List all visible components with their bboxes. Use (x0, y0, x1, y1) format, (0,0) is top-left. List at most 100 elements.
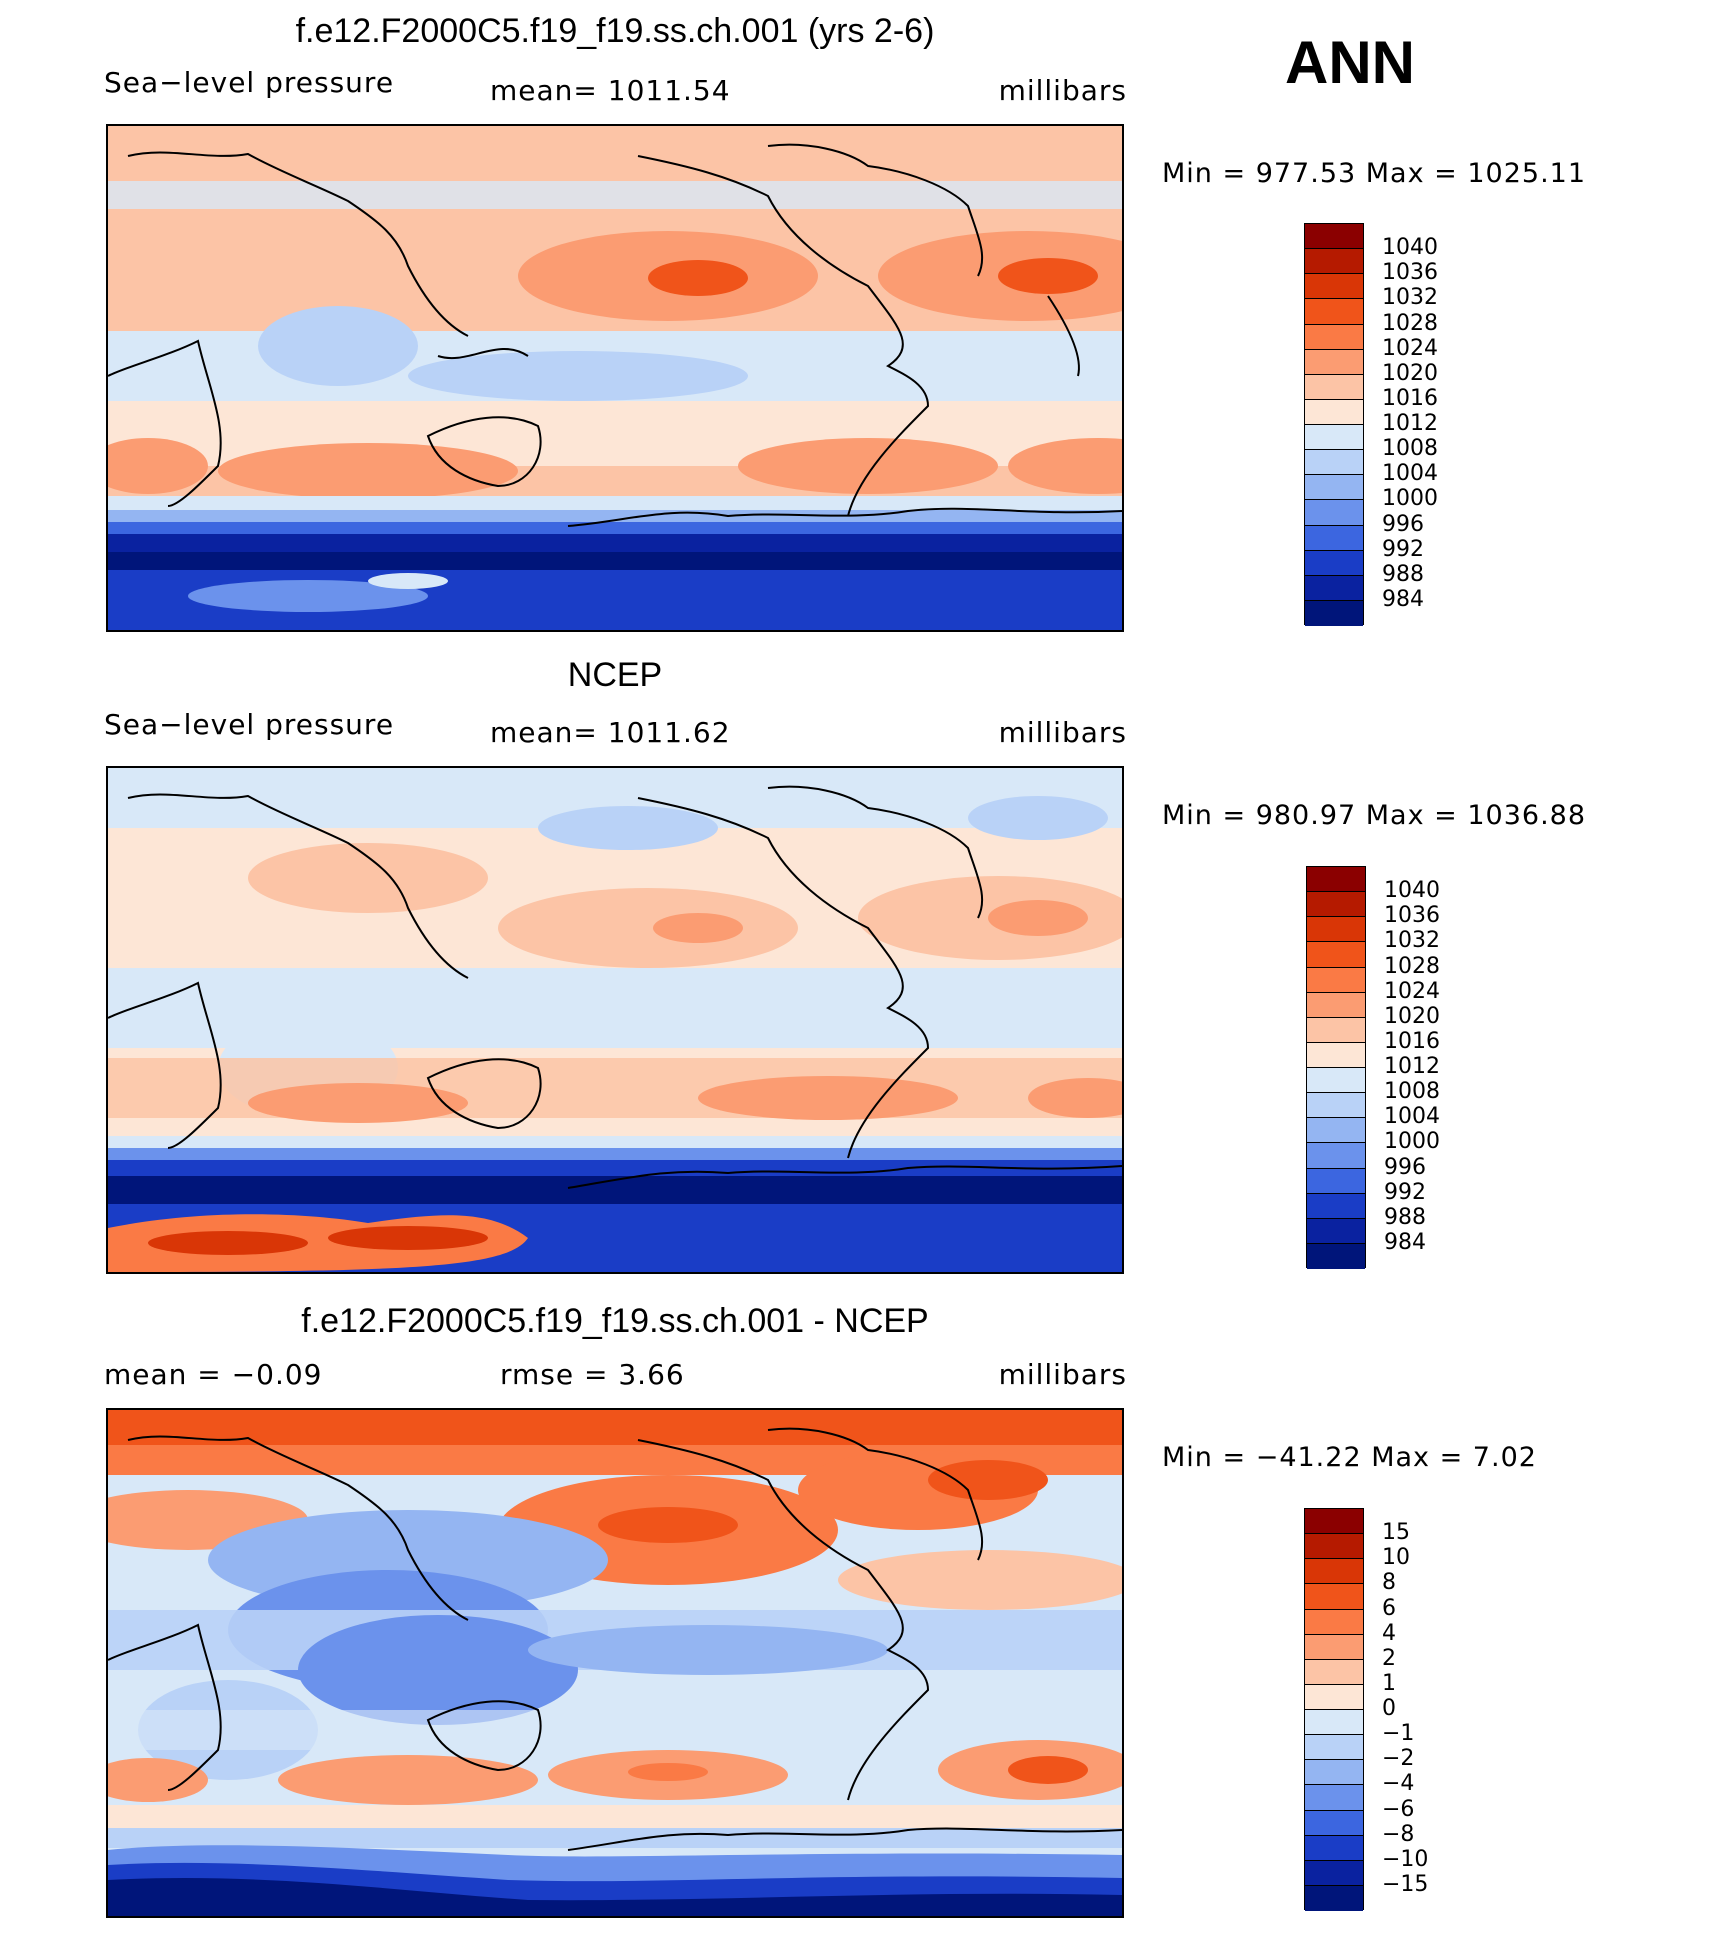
panel-2-map (106, 766, 1124, 1274)
panel-3-title: f.e12.F2000C5.f19_f19.ss.ch.001 - NCEP (301, 1302, 929, 1340)
colorbar-segment (1307, 1017, 1365, 1043)
colorbar-segment (1305, 1785, 1363, 1811)
colorbar-segment (1305, 1609, 1363, 1635)
colorbar-label: −15 (1382, 1871, 1429, 1897)
colorbar-label: 0 (1382, 1696, 1396, 1721)
colorbar-label: 988 (1382, 561, 1424, 587)
panel-2-map-svg (108, 768, 1122, 1272)
colorbar-segment (1305, 1835, 1363, 1861)
colorbar-segment (1307, 892, 1365, 918)
panel-3-rmse: rmse = 3.66 (500, 1358, 685, 1391)
colorbar-segment (1307, 917, 1365, 943)
colorbar-segment (1307, 967, 1365, 993)
colorbar-label: 4 (1382, 1620, 1396, 1646)
colorbar-segment (1307, 867, 1365, 893)
panel-2-variable: Sea−level pressure (104, 708, 395, 741)
colorbar-label: 1016 (1384, 1028, 1440, 1054)
colorbar-segment (1305, 1684, 1363, 1710)
panel-1-mean: mean= 1011.54 (490, 74, 731, 107)
colorbar-segment (1305, 1810, 1363, 1836)
panel-2-title: NCEP (567, 656, 663, 694)
colorbar-segment (1305, 1509, 1363, 1535)
colorbar-label: 996 (1382, 511, 1424, 537)
panel-2-mean: mean= 1011.62 (490, 716, 731, 749)
colorbar-label: 1016 (1382, 385, 1438, 411)
colorbar-segment (1305, 1710, 1363, 1736)
colorbar-label: −1 (1382, 1721, 1415, 1747)
colorbar-label: 992 (1384, 1179, 1426, 1205)
colorbar-segment (1307, 1243, 1365, 1269)
colorbar-label: 1040 (1382, 235, 1438, 261)
colorbar-label: 1004 (1384, 1104, 1440, 1130)
colorbar-label: 1008 (1382, 436, 1438, 462)
colorbar-segment (1305, 450, 1363, 476)
colorbar-segment (1305, 1584, 1363, 1610)
colorbar-segment (1305, 224, 1363, 250)
colorbar-label: 1032 (1384, 928, 1440, 954)
colorbar-label: −2 (1382, 1746, 1415, 1772)
colorbar-segment (1305, 600, 1363, 626)
colorbar-label: 984 (1384, 1229, 1426, 1255)
colorbar-box (1306, 866, 1366, 1269)
colorbar-segment (1305, 1534, 1363, 1560)
colorbar-segment (1305, 1735, 1363, 1761)
panel-3-mean: mean = −0.09 (104, 1358, 323, 1391)
colorbar-label: −8 (1382, 1821, 1415, 1847)
colorbar-segment (1305, 399, 1363, 425)
colorbar-segment (1307, 992, 1365, 1018)
colorbar-label: 1012 (1382, 411, 1438, 436)
panel-1-map (106, 124, 1124, 632)
colorbar-segment (1307, 1218, 1365, 1244)
colorbar-label: 992 (1382, 536, 1424, 562)
panel-3-units: millibars (998, 1358, 1127, 1391)
colorbar-label: 1 (1382, 1670, 1396, 1696)
colorbar-segment (1305, 1860, 1363, 1886)
colorbar-segment (1305, 299, 1363, 325)
colorbar-segment (1305, 500, 1363, 526)
panel-1-title: f.e12.F2000C5.f19_f19.ss.ch.001 (yrs 2-6… (295, 12, 935, 50)
colorbar-label: −10 (1382, 1846, 1429, 1872)
colorbar-box (1304, 1508, 1364, 1911)
colorbar-label: 1024 (1384, 978, 1440, 1004)
colorbar-label: 1008 (1384, 1079, 1440, 1105)
colorbar-segment (1305, 249, 1363, 275)
colorbar-label: 1020 (1384, 1003, 1440, 1029)
colorbar-segment (1307, 1118, 1365, 1144)
colorbar-segment (1305, 550, 1363, 576)
colorbar-segment (1307, 1193, 1365, 1219)
colorbar-label: 15 (1382, 1520, 1410, 1546)
colorbar-label: 1004 (1382, 461, 1438, 487)
colorbar-segment (1305, 1659, 1363, 1685)
colorbar-label: 988 (1384, 1204, 1426, 1230)
colorbar-label: 10 (1382, 1545, 1410, 1571)
panel-2-minmax: Min = 980.97 Max = 1036.88 (1162, 800, 1587, 831)
colorbar-segment (1305, 525, 1363, 551)
colorbar-segment (1307, 942, 1365, 968)
season-label: ANN (1285, 29, 1415, 96)
colorbar-label: 8 (1382, 1570, 1396, 1596)
colorbar-segment (1305, 324, 1363, 350)
panel-1-minmax: Min = 977.53 Max = 1025.11 (1162, 158, 1587, 189)
panel-3-minmax: Min = −41.22 Max = 7.02 (1162, 1442, 1537, 1473)
panel-2-units: millibars (998, 716, 1127, 749)
colorbar-segment (1307, 1143, 1365, 1169)
colorbar-segment (1305, 1885, 1363, 1911)
colorbar-segment (1307, 1042, 1365, 1068)
colorbar-segment (1305, 475, 1363, 501)
colorbar-label: 984 (1382, 586, 1424, 612)
panel-3-map-svg (108, 1410, 1122, 1916)
colorbar-segment (1305, 575, 1363, 601)
colorbar-label: 1032 (1382, 285, 1438, 311)
colorbar-segment (1305, 1634, 1363, 1660)
colorbar-label: 1024 (1382, 335, 1438, 361)
colorbar-label: 1036 (1384, 903, 1440, 929)
panel-1-map-svg (108, 126, 1122, 630)
panel-1-units: millibars (998, 74, 1127, 107)
colorbar-label: 1036 (1382, 260, 1438, 286)
colorbar-segment (1305, 1760, 1363, 1786)
colorbar-segment (1305, 1559, 1363, 1585)
colorbar-label: 1028 (1384, 953, 1440, 979)
colorbar-label: 1000 (1384, 1129, 1440, 1155)
colorbar-label: 996 (1384, 1154, 1426, 1180)
colorbar-segment (1305, 425, 1363, 451)
